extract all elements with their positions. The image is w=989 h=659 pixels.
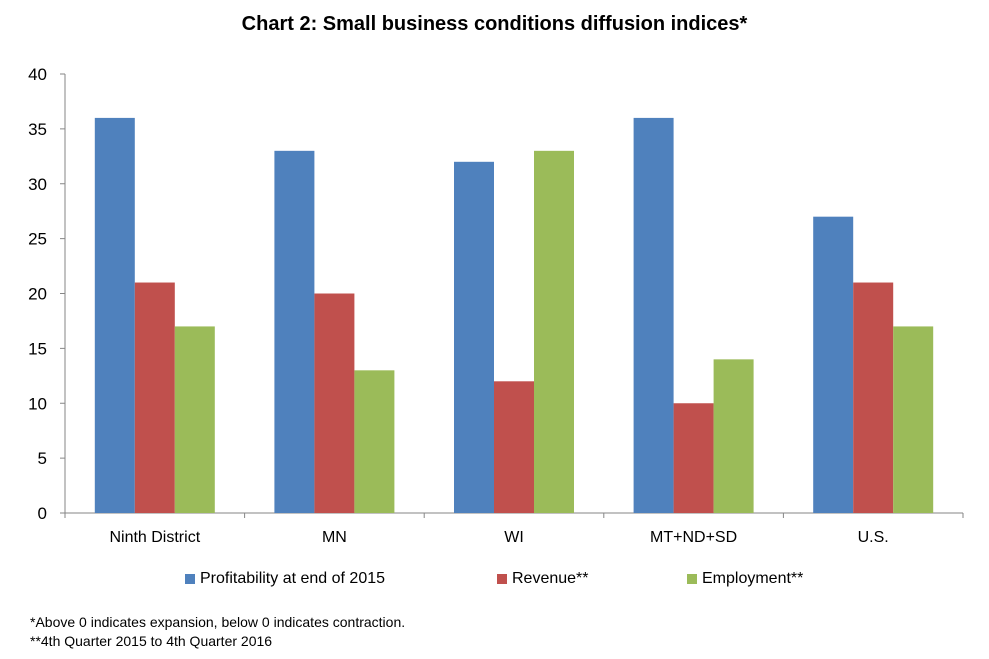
- legend-label: Employment**: [702, 570, 804, 587]
- legend-item-employment: Employment**: [687, 570, 803, 588]
- bar-revenue: [853, 282, 894, 513]
- y-tick-label: 5: [38, 449, 47, 468]
- footnote-1: *Above 0 indicates expansion, below 0 in…: [30, 614, 406, 630]
- y-tick-label: 10: [28, 394, 47, 413]
- footnote-2: **4th Quarter 2015 to 4th Quarter 2016: [30, 633, 273, 649]
- legend-swatch: [497, 574, 507, 584]
- bar-revenue: [494, 381, 534, 513]
- x-tick-label: Ninth District: [109, 529, 200, 546]
- y-tick-label: 40: [28, 65, 47, 84]
- legend-label: Revenue**: [512, 570, 589, 587]
- legend-swatch: [687, 574, 697, 584]
- bar-employment: [174, 326, 215, 513]
- x-tick-label: WI: [504, 529, 524, 546]
- y-tick-label: 15: [28, 339, 47, 358]
- bar-profitability-at-end-of-2015: [454, 161, 494, 514]
- bar-profitability-at-end-of-2015: [94, 117, 135, 514]
- x-tick-label: MT+ND+SD: [650, 529, 737, 546]
- bar-revenue: [673, 403, 714, 513]
- y-tick-label: 30: [28, 175, 47, 194]
- y-tick-label: 0: [38, 504, 47, 523]
- legend-swatch: [185, 574, 195, 584]
- x-tick-label: MN: [322, 529, 347, 546]
- legend-item-revenue: Revenue**: [497, 570, 589, 588]
- y-tick-label: 20: [28, 285, 47, 304]
- y-tick-label: 25: [28, 230, 47, 249]
- bar-profitability-at-end-of-2015: [633, 117, 674, 514]
- bar-employment: [534, 150, 574, 513]
- chart-title: Chart 2: Small business conditions diffu…: [241, 13, 748, 35]
- bar-employment: [713, 359, 754, 513]
- bar-revenue: [314, 293, 355, 513]
- bar-profitability-at-end-of-2015: [274, 150, 315, 513]
- legend-item-profitability: Profitability at end of 2015: [185, 570, 385, 588]
- bar-chart: 0 5 10 15 20 25 30 35 40 Ninth District MN WI MT+ND+…: [28, 65, 964, 546]
- bar-profitability-at-end-of-2015: [813, 216, 854, 514]
- x-tick-label: U.S.: [858, 529, 889, 546]
- y-tick-label: 35: [28, 120, 47, 139]
- legend-label: Profitability at end of 2015: [200, 570, 386, 587]
- bar-employment: [354, 370, 395, 513]
- bar-revenue: [134, 282, 175, 513]
- bar-employment: [893, 326, 934, 513]
